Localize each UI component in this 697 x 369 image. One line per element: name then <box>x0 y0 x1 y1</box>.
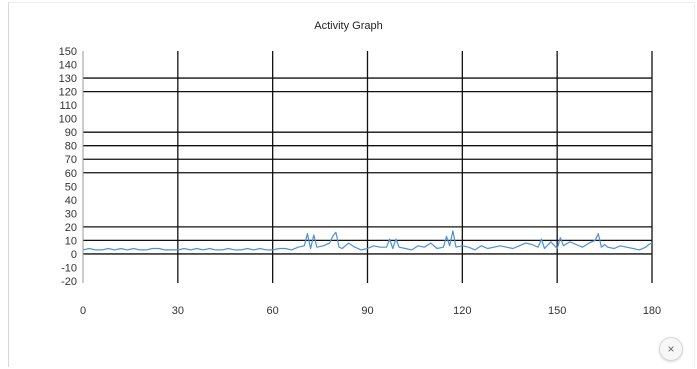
y-tick-label: 50 <box>65 181 77 193</box>
y-tick-label: 90 <box>65 127 77 139</box>
y-tick-label: 10 <box>65 235 77 247</box>
x-tick-label: 120 <box>453 305 471 317</box>
y-tick-label: 110 <box>59 100 77 112</box>
y-tick-label: 80 <box>65 141 77 153</box>
y-tick-label: 40 <box>65 195 77 207</box>
y-tick-label: 100 <box>59 114 77 126</box>
y-tick-label: 150 <box>59 46 77 58</box>
x-tick-label: 150 <box>548 305 566 317</box>
y-tick-label: 120 <box>59 87 77 99</box>
x-tick-label: 60 <box>267 305 279 317</box>
graph-window <box>8 2 695 367</box>
x-tick-label: 30 <box>172 305 184 317</box>
y-tick-label: 0 <box>71 249 77 261</box>
x-tick-label: 0 <box>80 305 86 317</box>
close-button[interactable]: × <box>659 337 683 361</box>
y-tick-label: 140 <box>59 60 77 72</box>
y-tick-label: 60 <box>65 168 77 180</box>
y-tick-label: 70 <box>65 154 77 166</box>
x-tick-label: 180 <box>643 305 661 317</box>
close-icon: × <box>667 342 675 356</box>
chart-title: Activity Graph <box>314 20 383 32</box>
series-line <box>82 230 653 251</box>
y-tick-label: 20 <box>65 222 77 234</box>
y-tick-label: -10 <box>61 262 77 274</box>
y-tick-label: 30 <box>65 208 77 220</box>
x-tick-label: 90 <box>361 305 373 317</box>
y-tick-label: -20 <box>61 276 77 288</box>
y-tick-label: 130 <box>59 73 77 85</box>
